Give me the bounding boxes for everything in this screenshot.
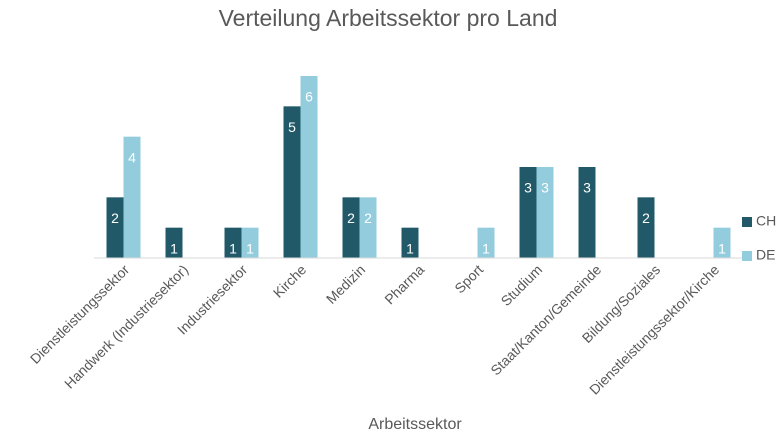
x-tick-label: Pharma xyxy=(381,261,427,307)
x-tick-label: Staat/Kanton/Gemeinde xyxy=(487,261,604,378)
legend-swatch xyxy=(742,251,752,261)
data-label: 3 xyxy=(524,180,532,196)
legend-label: CH xyxy=(756,213,776,229)
x-axis-title: Arbeitssektor xyxy=(368,416,462,433)
bar xyxy=(519,167,537,258)
bar xyxy=(224,227,242,258)
data-label: 1 xyxy=(229,240,237,256)
x-tick-label: Handwerk (Industriesektor) xyxy=(61,261,191,391)
x-tick-label: Studium xyxy=(498,261,546,309)
legend-swatch xyxy=(742,217,752,227)
bar xyxy=(342,197,360,258)
bar xyxy=(637,197,655,258)
data-label: 2 xyxy=(111,210,119,226)
bar xyxy=(401,227,419,258)
data-label: 2 xyxy=(364,210,372,226)
bar xyxy=(300,76,318,258)
bar xyxy=(241,227,259,258)
data-label: 1 xyxy=(482,240,490,256)
data-label: 2 xyxy=(642,210,650,226)
bar xyxy=(283,106,301,258)
data-label: 5 xyxy=(288,119,296,135)
data-label: 1 xyxy=(406,240,414,256)
data-label: 3 xyxy=(583,180,591,196)
bar xyxy=(578,167,596,258)
bar xyxy=(165,227,183,258)
data-label: 1 xyxy=(246,240,254,256)
bar xyxy=(713,227,731,258)
bar xyxy=(359,197,377,258)
data-label: 6 xyxy=(305,89,313,105)
data-label: 4 xyxy=(128,149,136,165)
data-label: 1 xyxy=(170,240,178,256)
bar xyxy=(123,136,141,258)
bar xyxy=(536,167,554,258)
x-tick-label: Kirche xyxy=(270,261,310,301)
x-tick-label: Sport xyxy=(451,261,486,296)
x-tick-label: Medizin xyxy=(323,261,368,306)
data-label: 3 xyxy=(541,180,549,196)
bar xyxy=(106,197,124,258)
data-label: 2 xyxy=(347,210,355,226)
x-tick-label: Dienstleistungssektor xyxy=(27,261,133,367)
bar xyxy=(477,227,495,258)
data-label: 1 xyxy=(718,240,726,256)
chart-title: Verteilung Arbeitssektor pro Land xyxy=(219,5,558,31)
legend-label: DE xyxy=(756,247,775,263)
